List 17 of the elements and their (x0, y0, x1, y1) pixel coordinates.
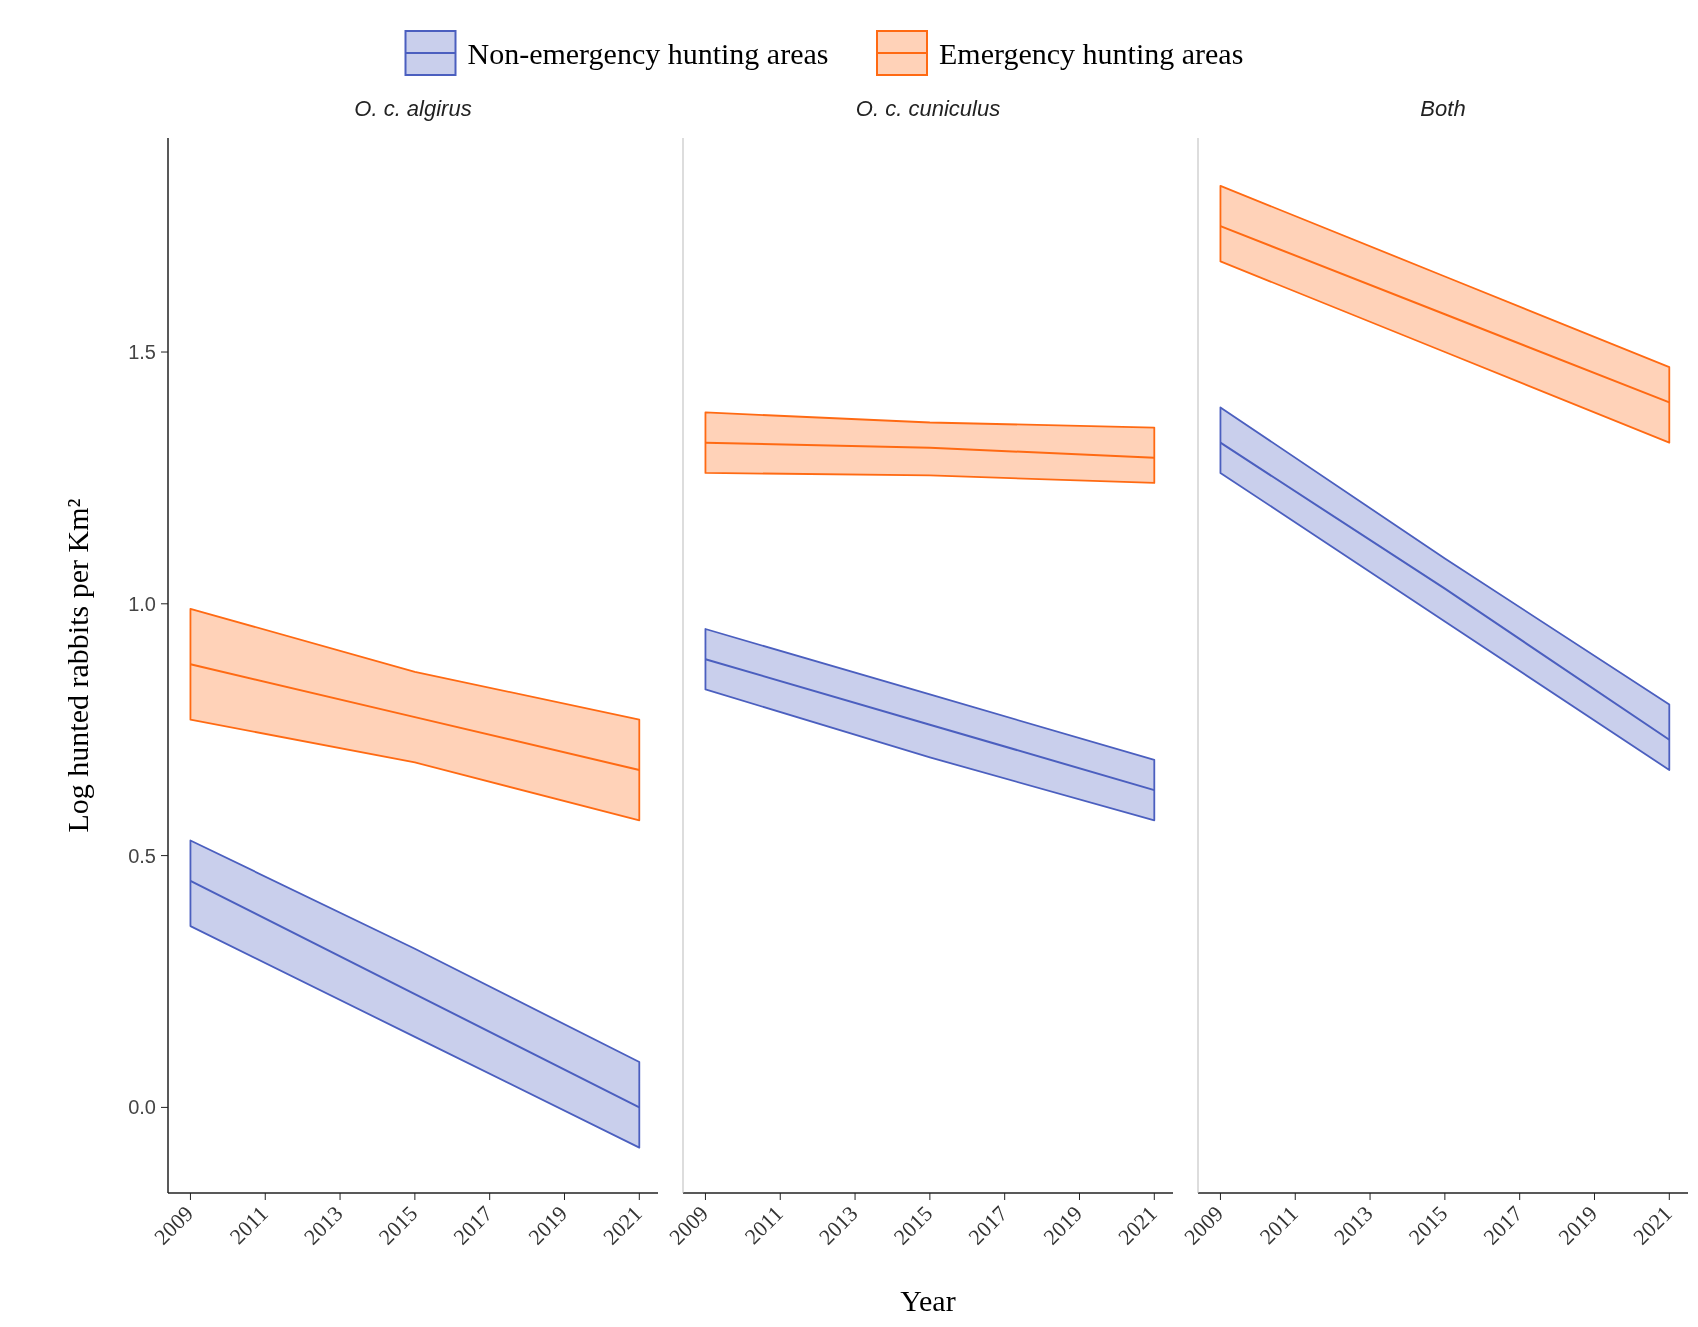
legend-label: Emergency hunting areas (939, 36, 1244, 70)
x-tick-label: 2011 (1254, 1200, 1303, 1250)
y-tick-label: 1.5 (128, 341, 156, 364)
y-tick-label: 1.0 (128, 592, 156, 615)
x-axis-title: Year (900, 1284, 956, 1317)
y-tick-label: 0.5 (128, 844, 156, 867)
x-tick-label: 2011 (224, 1200, 273, 1250)
y-tick-label: 0.0 (128, 1096, 156, 1119)
legend-label: Non-emergency hunting areas (467, 36, 829, 70)
x-tick-label: 2021 (598, 1200, 647, 1250)
chart-title: O. c. cuniculus (855, 96, 1001, 121)
x-tick-label: 2011 (739, 1200, 788, 1250)
y-axis-title: Log hunted rabbits per Km² (61, 498, 94, 833)
chart-title: O. c. algirus (354, 96, 472, 121)
x-tick-label: 2021 (1113, 1200, 1162, 1250)
x-tick-label: 2021 (1628, 1200, 1677, 1250)
chart-title: Both (1420, 96, 1466, 121)
